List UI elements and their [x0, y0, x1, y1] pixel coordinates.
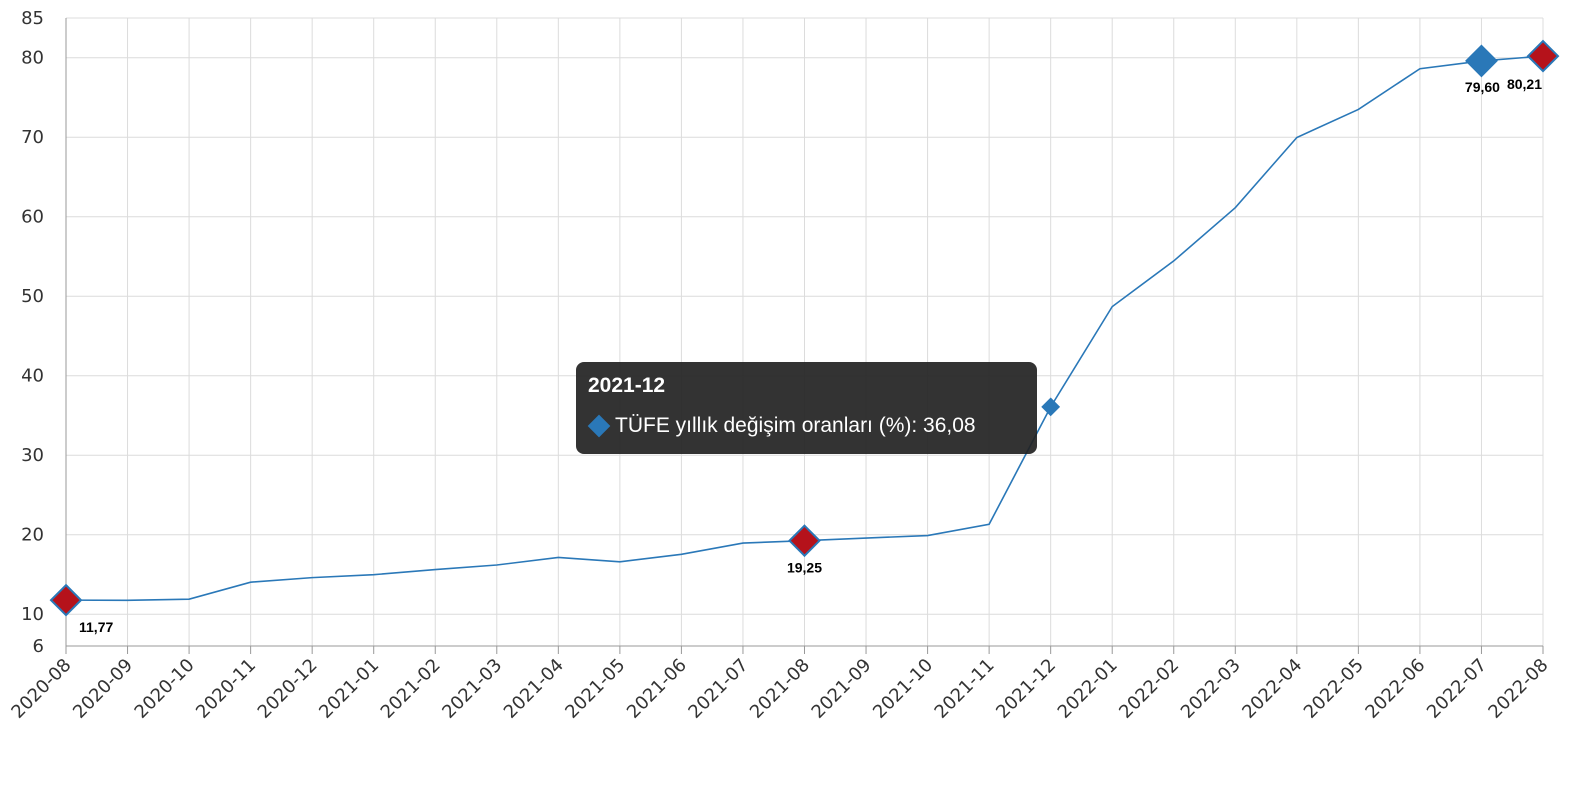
x-tick-label: 2021-01	[315, 655, 383, 723]
x-tick-label: 2021-04	[500, 655, 568, 723]
x-tick-label: 2021-06	[623, 655, 691, 723]
diamond-icon	[587, 414, 611, 438]
y-tick-label: 20	[21, 525, 44, 546]
x-tick-label: 2021-12	[992, 655, 1060, 723]
tooltip-series-value: TÜFE yıllık değişim oranları (%): 36,08	[615, 414, 976, 437]
x-tick-label: 2021-08	[746, 655, 814, 723]
tooltip-title: 2021-12	[588, 374, 666, 397]
markers[interactable]	[49, 39, 1560, 617]
y-tick-label: 40	[21, 366, 44, 387]
x-tick-label: 2022-05	[1300, 655, 1368, 723]
x-tick-label: 2020-11	[192, 655, 260, 723]
x-tick-label: 2022-03	[1177, 655, 1245, 723]
x-tick-label: 2021-07	[684, 655, 752, 723]
data-point-hovered[interactable]	[1041, 397, 1061, 417]
x-tick-label: 2021-10	[869, 655, 937, 723]
x-tick-label: 2020-10	[131, 655, 199, 723]
data-label: 19,25	[787, 560, 822, 576]
data-point-min[interactable]	[49, 583, 83, 617]
y-tick-label: 50	[21, 286, 44, 307]
x-tick-label: 2021-11	[931, 655, 999, 723]
tooltip-row: TÜFE yıllık değişim oranları (%): 36,08	[587, 414, 976, 438]
x-tick-label: 2022-01	[1054, 655, 1122, 723]
data-point-highlight[interactable]	[1465, 44, 1498, 78]
x-tick-label: 2022-07	[1423, 655, 1491, 723]
x-tick-label: 2022-02	[1115, 655, 1183, 723]
y-tick-label: 10	[21, 604, 44, 625]
y-tick-label: 30	[21, 445, 44, 466]
x-tick-label: 2021-03	[438, 655, 506, 723]
chart-tooltip: 2021-12 TÜFE yıllık değişim oranları (%)…	[576, 362, 1037, 454]
x-tick-label: 2022-08	[1484, 655, 1552, 723]
y-tick-label: 70	[21, 127, 44, 148]
x-tick-label: 2020-09	[69, 655, 137, 723]
x-tick-label: 2021-05	[561, 655, 629, 723]
x-tick-label: 2020-08	[7, 655, 75, 723]
data-label: 11,77	[79, 619, 113, 635]
data-label: 79,60	[1465, 79, 1500, 95]
data-point-max[interactable]	[1526, 39, 1560, 73]
x-tick-label: 2022-04	[1238, 655, 1306, 723]
data-point-min[interactable]	[788, 524, 821, 558]
y-tick-label: 85	[21, 8, 44, 29]
x-tick-label: 2022-06	[1361, 655, 1429, 723]
data-labels: 11,77 19,25 79,60 80,21	[79, 76, 1542, 635]
y-tick-label: 60	[21, 207, 44, 228]
x-tick-label: 2021-09	[808, 655, 876, 723]
data-label: 80,21	[1507, 76, 1542, 92]
x-tick-label: 2020-12	[254, 655, 322, 723]
y-tick-label: 6	[33, 636, 44, 657]
x-tick-label: 2021-02	[377, 655, 445, 723]
y-tick-label: 80	[21, 48, 44, 69]
